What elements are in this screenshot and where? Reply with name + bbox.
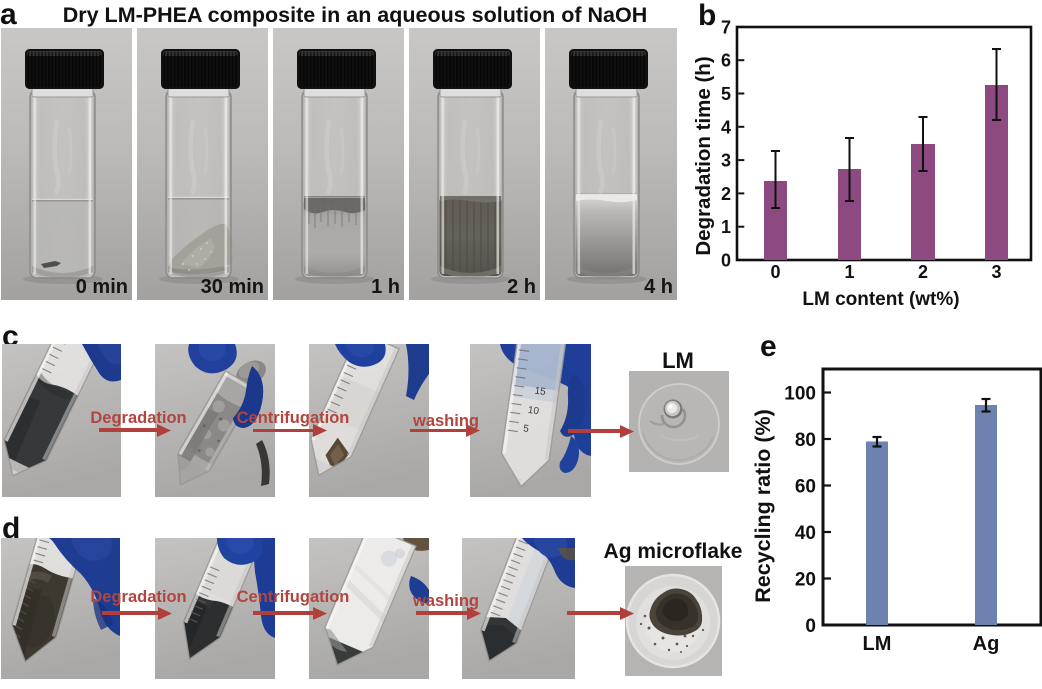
svg-text:100: 100 (784, 384, 816, 405)
svg-text:1: 1 (844, 262, 854, 282)
svg-text:40: 40 (795, 523, 816, 544)
svg-text:6: 6 (721, 51, 731, 71)
svg-text:LM: LM (863, 633, 892, 655)
svg-text:2: 2 (721, 184, 731, 204)
svg-text:2 h: 2 h (507, 276, 536, 298)
svg-text:0: 0 (770, 262, 780, 282)
svg-text:0: 0 (721, 251, 731, 271)
svg-text:4: 4 (721, 117, 731, 137)
svg-text:20: 20 (795, 570, 816, 591)
svg-text:Ag: Ag (973, 633, 1000, 655)
svg-text:3: 3 (991, 262, 1001, 282)
svg-text:1: 1 (721, 217, 731, 237)
svg-text:10: 10 (527, 405, 540, 418)
svg-text:0: 0 (805, 616, 816, 637)
svg-text:5: 5 (721, 84, 731, 104)
svg-text:15: 15 (534, 386, 547, 399)
svg-text:60: 60 (795, 477, 816, 498)
svg-text:LM content (wt%): LM content (wt%) (802, 289, 959, 310)
svg-text:4 h: 4 h (644, 276, 673, 298)
svg-text:5: 5 (522, 423, 529, 435)
svg-text:3: 3 (721, 151, 731, 171)
svg-text:0 min: 0 min (76, 276, 128, 298)
svg-text:Degradation time (h): Degradation time (h) (692, 56, 715, 255)
svg-text:Recycling ratio (%): Recycling ratio (%) (751, 409, 775, 603)
svg-text:7: 7 (721, 17, 731, 37)
svg-text:80: 80 (795, 430, 816, 451)
svg-text:2: 2 (918, 262, 928, 282)
svg-text:30 min: 30 min (201, 276, 264, 298)
svg-text:1 h: 1 h (371, 276, 400, 298)
